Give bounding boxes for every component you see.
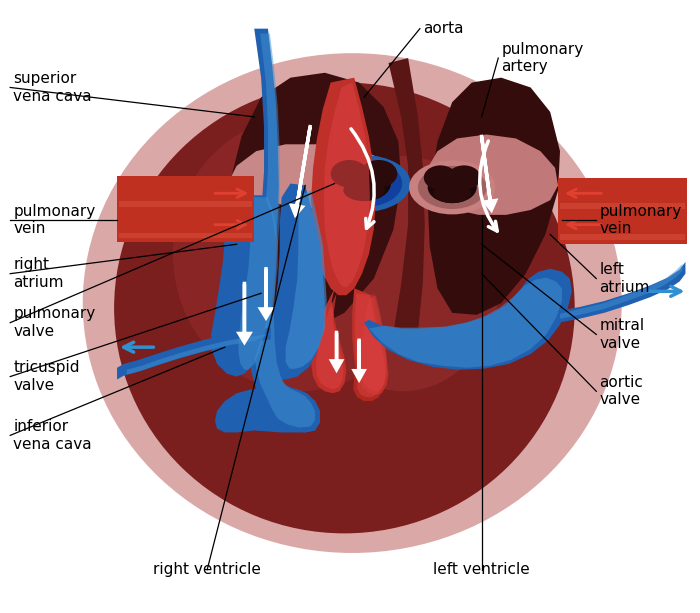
Polygon shape	[311, 78, 376, 295]
Ellipse shape	[428, 172, 477, 203]
Polygon shape	[423, 134, 558, 215]
Polygon shape	[239, 197, 278, 370]
Text: aorta: aorta	[423, 21, 463, 36]
Polygon shape	[560, 203, 685, 209]
Text: pulmonary
artery: pulmonary artery	[501, 42, 584, 74]
Polygon shape	[246, 29, 320, 432]
Text: pulmonary
valve: pulmonary valve	[13, 306, 95, 339]
Polygon shape	[227, 144, 411, 209]
Polygon shape	[355, 293, 386, 391]
Polygon shape	[352, 288, 389, 395]
FancyArrow shape	[291, 127, 310, 215]
Polygon shape	[117, 176, 254, 211]
Text: pulmonary
vein: pulmonary vein	[13, 204, 95, 236]
Text: superior
vena cava: superior vena cava	[13, 71, 92, 104]
Polygon shape	[354, 293, 386, 401]
Polygon shape	[560, 264, 682, 319]
Ellipse shape	[317, 155, 411, 212]
Polygon shape	[119, 232, 252, 238]
Polygon shape	[286, 191, 327, 369]
Polygon shape	[119, 201, 252, 207]
Ellipse shape	[330, 160, 368, 188]
FancyArrow shape	[354, 340, 364, 379]
Ellipse shape	[173, 117, 428, 391]
Polygon shape	[369, 278, 562, 368]
Ellipse shape	[305, 156, 501, 391]
Polygon shape	[211, 196, 276, 376]
Ellipse shape	[447, 166, 481, 190]
Polygon shape	[357, 295, 386, 397]
Polygon shape	[264, 183, 325, 379]
Polygon shape	[389, 58, 425, 337]
Text: aortic
valve: aortic valve	[599, 375, 643, 408]
Polygon shape	[215, 387, 320, 432]
Text: left
atrium: left atrium	[599, 262, 650, 295]
Polygon shape	[560, 234, 685, 240]
Text: right
atrium: right atrium	[13, 257, 64, 290]
Polygon shape	[227, 73, 401, 327]
FancyArrow shape	[332, 332, 342, 370]
Polygon shape	[316, 293, 344, 389]
Polygon shape	[117, 327, 271, 379]
FancyArrow shape	[482, 137, 496, 210]
Ellipse shape	[326, 160, 402, 207]
Ellipse shape	[433, 183, 471, 203]
Polygon shape	[558, 262, 685, 322]
Text: tricuspid
valve: tricuspid valve	[13, 360, 80, 393]
Polygon shape	[117, 207, 254, 242]
Ellipse shape	[360, 160, 398, 188]
Polygon shape	[428, 78, 560, 315]
Ellipse shape	[337, 166, 391, 201]
Polygon shape	[127, 333, 272, 375]
Text: inferior
vena cava: inferior vena cava	[13, 419, 92, 452]
Ellipse shape	[418, 166, 486, 209]
Ellipse shape	[83, 53, 622, 553]
Polygon shape	[251, 34, 315, 427]
Text: left ventricle: left ventricle	[433, 562, 530, 577]
Polygon shape	[558, 178, 687, 213]
FancyArrow shape	[260, 268, 272, 318]
FancyArrow shape	[239, 283, 250, 342]
Polygon shape	[364, 268, 572, 370]
Polygon shape	[558, 209, 687, 244]
Text: pulmonary
vein: pulmonary vein	[599, 204, 682, 236]
Ellipse shape	[114, 83, 575, 533]
Text: right ventricle: right ventricle	[153, 562, 261, 577]
Polygon shape	[311, 288, 346, 393]
Ellipse shape	[409, 161, 496, 215]
Polygon shape	[324, 83, 370, 287]
Ellipse shape	[344, 180, 384, 201]
Ellipse shape	[424, 166, 457, 190]
Text: mitral
valve: mitral valve	[599, 318, 644, 351]
